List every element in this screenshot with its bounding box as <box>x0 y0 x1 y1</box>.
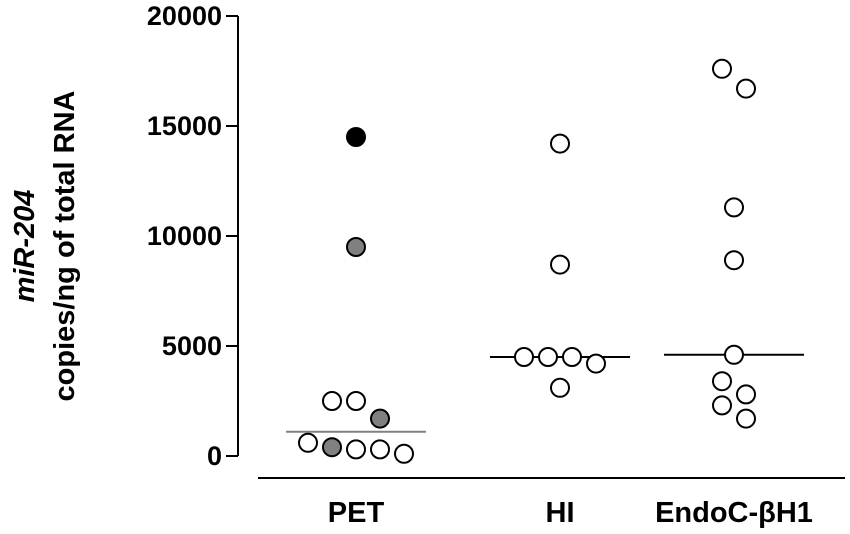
data-point <box>370 439 390 460</box>
data-point <box>550 377 570 398</box>
x-category-labels: PET HI EndoC-βH1 <box>328 497 813 529</box>
y-tick-label: 10000 <box>147 221 222 251</box>
data-point <box>724 250 744 271</box>
data-point <box>298 432 318 453</box>
y-tick-label: 20000 <box>147 1 222 31</box>
data-point <box>736 78 756 99</box>
y-axis-title-line2: copies/ng of total RNA <box>49 90 81 401</box>
data-point <box>724 197 744 218</box>
data-point <box>712 371 732 392</box>
data-point <box>346 439 366 460</box>
y-axis-title: miR-204 copies/ng of total RNA <box>9 90 81 401</box>
data-point <box>712 395 732 416</box>
data-point <box>736 408 756 429</box>
data-point <box>370 408 390 429</box>
x-category-label: HI <box>546 497 575 529</box>
y-tick-label: 0 <box>207 441 222 471</box>
x-category-label: PET <box>328 497 385 529</box>
y-tick-label: 5000 <box>162 331 222 361</box>
data-point <box>322 391 342 411</box>
x-category-label: EndoC-βH1 <box>655 497 813 529</box>
data-point <box>736 384 756 405</box>
y-tick-label: 15000 <box>147 111 222 141</box>
data-point <box>724 344 744 365</box>
data-point <box>586 353 606 374</box>
data-point <box>346 391 366 411</box>
data-point <box>712 58 732 79</box>
data-point <box>550 254 570 275</box>
data-points <box>298 58 756 464</box>
data-point <box>538 347 558 367</box>
data-point <box>346 127 366 147</box>
data-point <box>346 237 366 257</box>
data-point <box>514 347 534 367</box>
data-point <box>562 347 582 367</box>
data-point <box>394 443 414 464</box>
y-axis-title-line1: miR-204 <box>9 190 41 303</box>
data-point <box>550 133 570 154</box>
data-point <box>322 437 342 458</box>
y-ticks: 0 5000 10000 15000 20000 <box>147 1 238 471</box>
